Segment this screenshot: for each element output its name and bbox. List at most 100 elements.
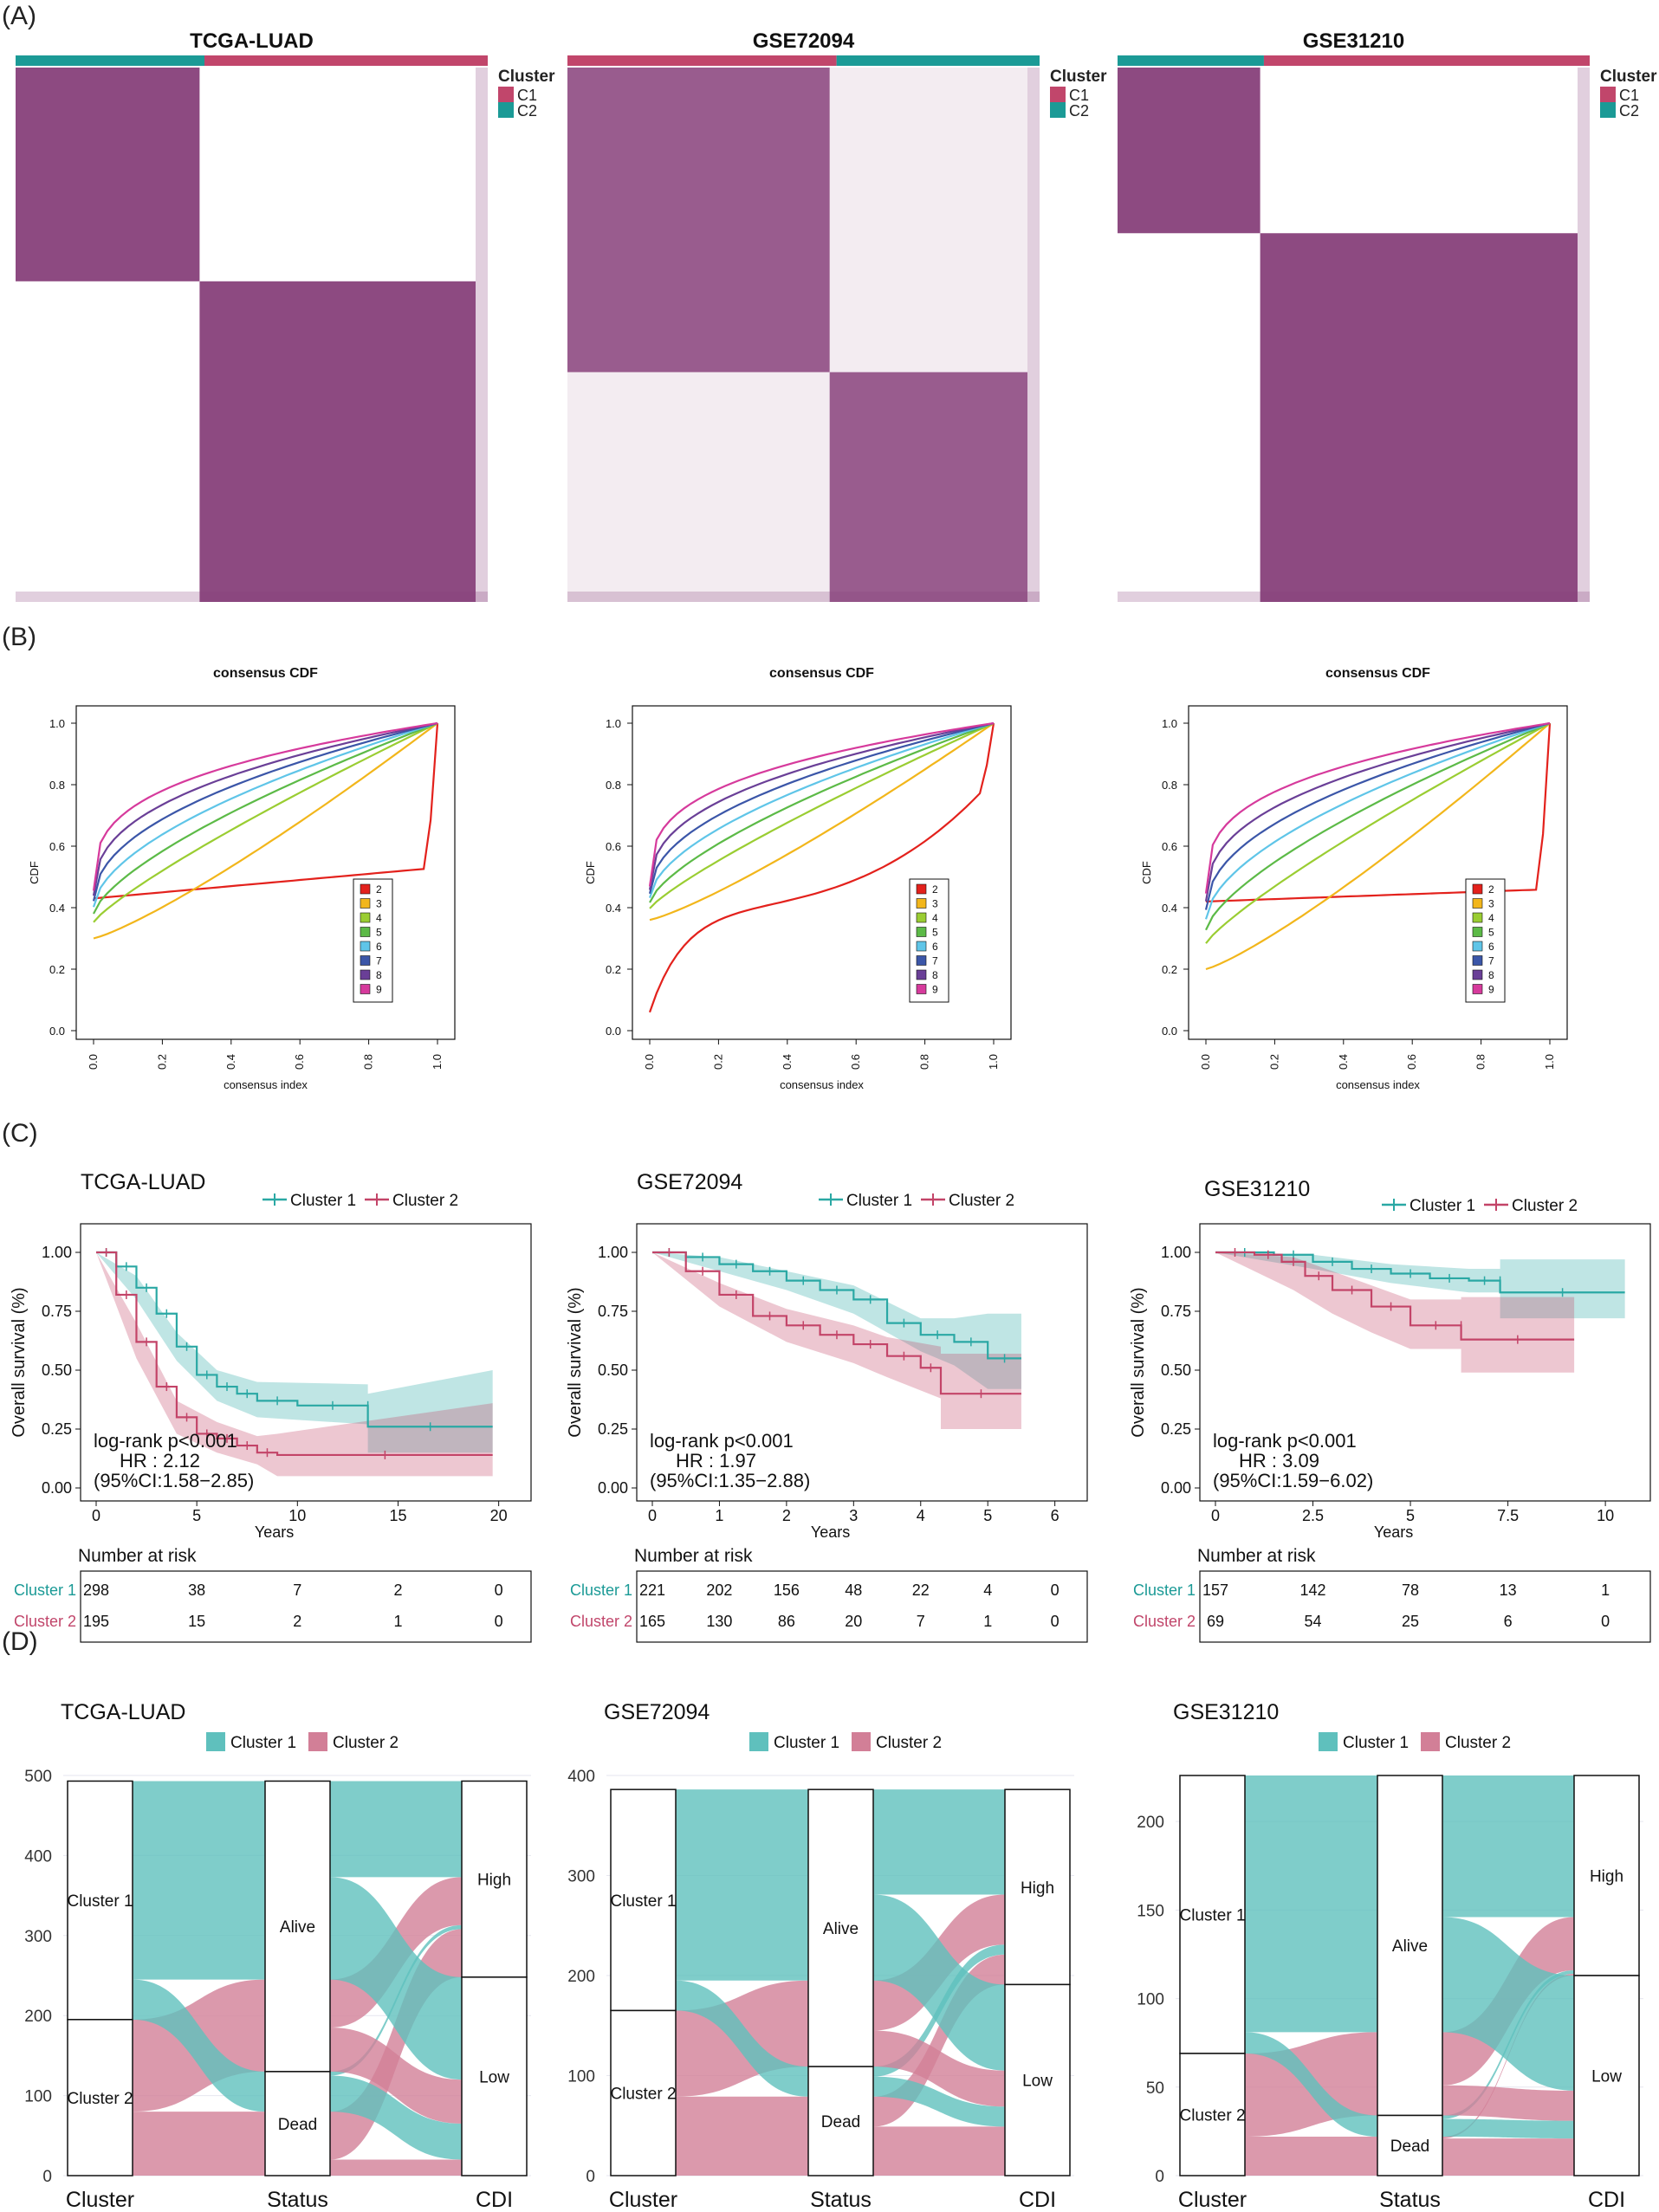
risk-count: 165 <box>639 1613 665 1630</box>
cdf-legend-box <box>353 878 393 1003</box>
cdf-legend-swatch <box>916 912 927 923</box>
x-tick-label: 5 <box>983 1507 992 1524</box>
risk-row-label-cluster2: Cluster 2 <box>1133 1613 1196 1630</box>
node-cluster1-label: Cluster 1 <box>67 1892 133 1911</box>
km-title: GSE72094 <box>637 1170 742 1194</box>
legend-label-cluster2: Cluster 2 <box>876 1734 942 1752</box>
y-tick-label: 400 <box>24 1847 52 1866</box>
risk-count: 2 <box>393 1581 402 1599</box>
risk-count: 0 <box>1051 1613 1060 1630</box>
risk-table-frame <box>1199 1570 1651 1643</box>
risk-count: 0 <box>1601 1613 1610 1630</box>
cdf-title: consensus CDF <box>769 666 874 681</box>
heatmap-edge <box>1027 68 1040 602</box>
heatmap-edge <box>567 592 1040 602</box>
legend-swatch <box>1050 87 1066 102</box>
risk-count: 0 <box>495 1613 503 1630</box>
x-tick-label: 6 <box>1051 1507 1060 1524</box>
cdf-legend-swatch <box>1472 912 1483 923</box>
x-tick-label: 0 <box>1211 1507 1220 1524</box>
cdf-legend-swatch <box>916 927 927 937</box>
alluvial-flow <box>873 2030 1005 2107</box>
consensus-cdf-plot: consensus CDF 0.0 0.2 0.4 0.6 0.8 1.0 0.0 0.2 0.4… <box>1140 666 1568 1091</box>
cdf-series-line <box>649 721 995 903</box>
alluvial-flow <box>873 2126 1005 2176</box>
legend-label-cluster2: Cluster 2 <box>1445 1734 1511 1752</box>
risk-count: 4 <box>983 1581 992 1599</box>
node-low <box>461 1976 528 2176</box>
x-tick-label: 0 <box>648 1507 657 1524</box>
cdf-legend-label: 8 <box>1488 969 1494 981</box>
x-axis-label: consensus index <box>780 1078 864 1091</box>
alluvial-flow <box>1245 1775 1377 2033</box>
risk-count: 22 <box>912 1581 930 1599</box>
alluvial-flow <box>330 2075 462 2160</box>
x-tick-label: 0.4 <box>1337 1054 1350 1070</box>
ci-text: (95%CI:1.59−6.02) <box>1213 1470 1373 1491</box>
y-tick-label: 500 <box>24 1768 52 1786</box>
y-tick-label: 0.0 <box>49 1025 65 1038</box>
cluster-annotation-bar <box>567 55 837 66</box>
alluvial-flow <box>1442 2118 1574 2139</box>
node-dead-label: Dead <box>821 2113 860 2131</box>
legend-swatch <box>1600 102 1616 118</box>
y-tick-label: 0.8 <box>606 779 621 792</box>
ci-band-cluster2 <box>96 1252 493 1477</box>
risk-count: 130 <box>706 1613 732 1630</box>
y-tick-label: 0.6 <box>606 840 621 853</box>
alluvial-flow <box>873 1894 1005 2071</box>
cdf-series-line <box>1205 722 1551 971</box>
cdf-series-line <box>649 722 995 922</box>
cluster-annotation-bar <box>16 55 204 66</box>
risk-count: 1 <box>983 1613 992 1630</box>
ci-band-cluster2 <box>652 1252 1021 1429</box>
x-tick-label: 7.5 <box>1497 1507 1519 1524</box>
axis-category-label: Status <box>1379 2188 1441 2212</box>
node-high-label: High <box>1590 1868 1623 1886</box>
node-high <box>461 1780 528 1978</box>
axis-category-label: CDI <box>1019 2188 1056 2212</box>
risk-table-frame <box>636 1570 1088 1643</box>
x-tick-label: 0.0 <box>87 1054 100 1070</box>
consensus-cdf-plot: consensus CDF 0.0 0.2 0.4 0.6 0.8 1.0 0.0 0.2 0.4… <box>28 666 456 1091</box>
cdf-legend-label: 6 <box>932 941 938 953</box>
node-low <box>1004 1983 1071 2176</box>
cdf-series-line <box>1204 721 1551 920</box>
risk-row-label-cluster1: Cluster 1 <box>14 1581 76 1599</box>
legend-swatch-cluster2 <box>852 1732 871 1751</box>
km-plot: TCGA-LUAD Cluster 1 Cluster 2 0.00 0.25 0.50 0… <box>10 1170 532 1643</box>
x-tick-label: 3 <box>849 1507 858 1524</box>
cdf-series-line <box>648 722 995 1013</box>
panel-label: (C) <box>2 1119 38 1148</box>
legend-title: Cluster <box>1600 68 1657 86</box>
alluvial-title: TCGA-LUAD <box>61 1700 185 1724</box>
node-high-label: High <box>477 1872 511 1890</box>
y-tick-label: 300 <box>567 1868 595 1886</box>
cdf-legend-label: 4 <box>1488 912 1494 924</box>
risk-row-label-cluster2: Cluster 2 <box>570 1613 632 1630</box>
cdf-legend-label: 7 <box>376 955 382 967</box>
cdf-series-line <box>93 722 439 900</box>
risk-count: 13 <box>1500 1581 1517 1599</box>
cdf-legend-label: 3 <box>932 898 938 910</box>
y-tick-label: 0.75 <box>42 1303 72 1320</box>
risk-table-title: Number at risk <box>634 1546 753 1566</box>
cdf-series-line <box>1204 721 1551 910</box>
heatmap-edge <box>1118 592 1590 602</box>
legend-label-cluster1: Cluster 1 <box>1343 1734 1409 1752</box>
node-dead-label: Dead <box>1390 2138 1429 2156</box>
cdf-legend-swatch <box>916 969 927 980</box>
alluvial-flow <box>676 1980 808 2097</box>
y-axis-label: CDF <box>28 861 41 884</box>
node-alive <box>1377 1775 1443 2117</box>
cdf-legend-label: 8 <box>376 969 382 981</box>
y-tick-label: 0.00 <box>1161 1479 1191 1497</box>
y-tick-label: 0.2 <box>606 963 621 976</box>
heatmap-edge <box>16 592 488 602</box>
x-tick-label: 0.6 <box>849 1054 862 1070</box>
cdf-legend-box <box>909 878 949 1003</box>
cdf-legend-swatch <box>360 898 371 909</box>
cdf-legend-label: 6 <box>1488 941 1494 953</box>
risk-row-label-cluster2: Cluster 2 <box>14 1613 76 1630</box>
